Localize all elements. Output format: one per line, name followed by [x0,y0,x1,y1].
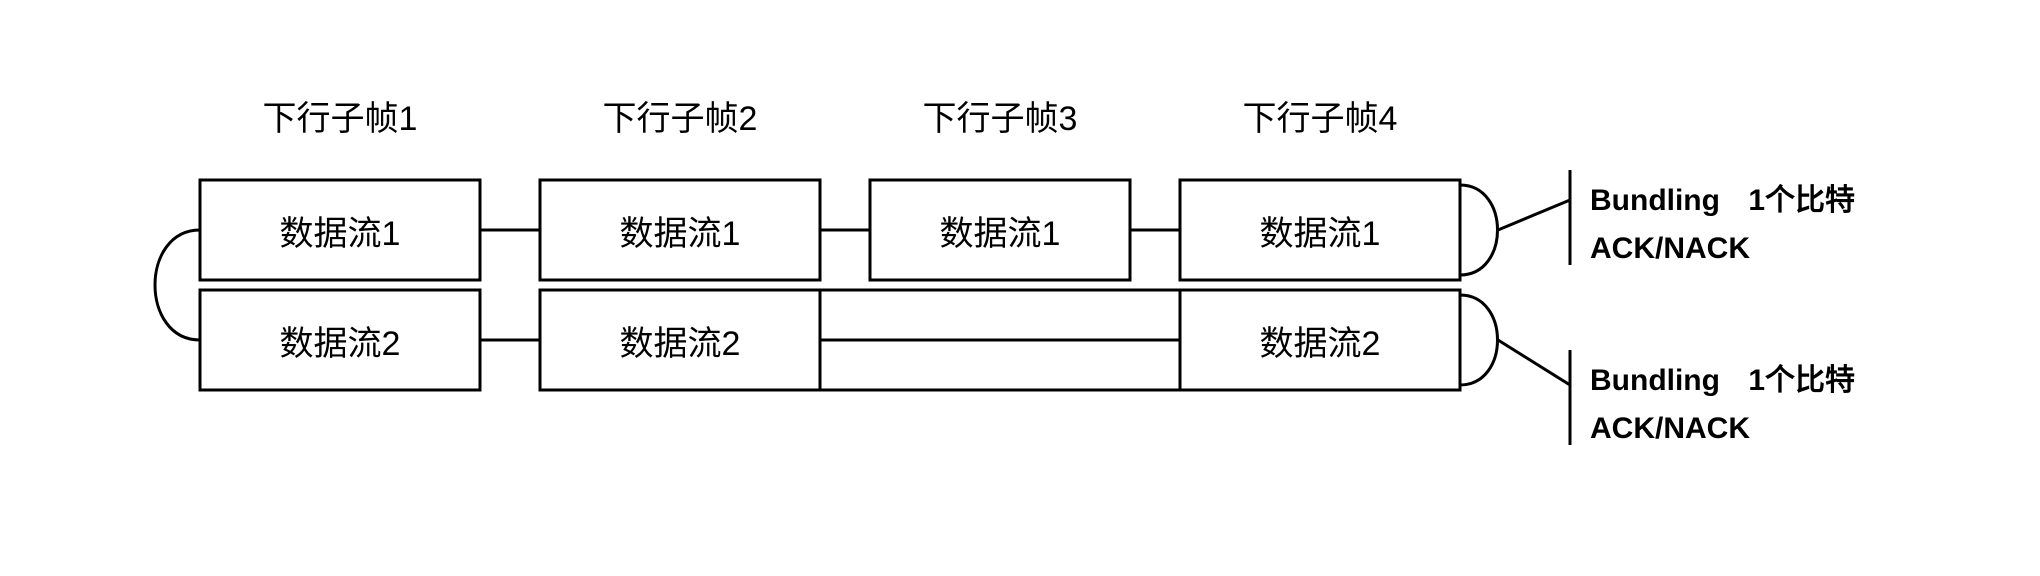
lead-line-r2 [1498,340,1570,385]
cell-c1-r1-label: 数据流1 [280,215,401,253]
annotation-2-bits: 1个比特 [1748,364,1855,397]
right-arc-r2 [1460,295,1498,385]
annotation-1-line1: Bundling 1个比特 [1590,184,1855,217]
col-header-3: 下行子帧3 [923,100,1078,138]
cell-c2-r2-label: 数据流2 [620,325,741,363]
left-arc-col1 [155,230,200,340]
cell-c4-r1-label: 数据流1 [1260,215,1381,253]
cell-c1-r2-label: 数据流2 [280,325,401,363]
annotation-2-line2: ACK/NACK [1590,412,1750,445]
lead-line-r1 [1498,200,1570,230]
col-header-1: 下行子帧1 [263,100,418,138]
cell-c3-r1-label: 数据流1 [940,215,1061,253]
annotation-2-bundling: Bundling [1590,364,1720,397]
annotation-1-bits: 1个比特 [1748,184,1855,217]
annotation-2-line1: Bundling 1个比特 [1590,364,1855,397]
col-header-2: 下行子帧2 [603,100,758,138]
cell-c2-r1-label: 数据流1 [620,215,741,253]
right-arc-r1 [1460,185,1498,275]
col-header-4: 下行子帧4 [1243,100,1398,138]
bundling-diagram: 下行子帧1 下行子帧2 下行子帧3 下行子帧4 数据流1 数据流2 数据流1 数… [0,0,2040,576]
annotation-1-bundling: Bundling [1590,184,1720,217]
annotation-1-line2: ACK/NACK [1590,232,1750,265]
cell-c4-r2-label: 数据流2 [1260,325,1381,363]
